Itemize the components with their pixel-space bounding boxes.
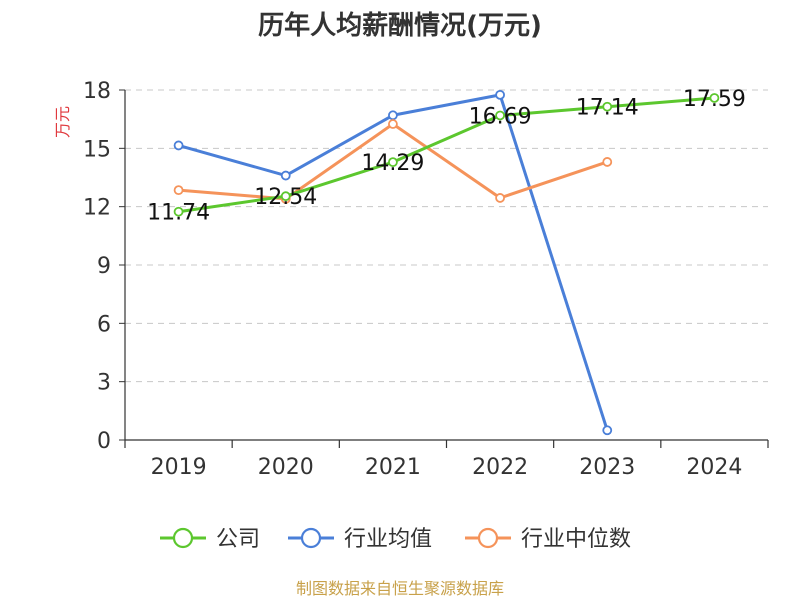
x-tick-label: 2021: [365, 455, 421, 480]
data-labels: 11.74 12.54 14.29 16.69 17.14 17.59: [147, 87, 746, 226]
y-tick-label: 9: [97, 254, 111, 279]
x-tick-label: 2024: [686, 455, 742, 480]
data-point[interactable]: [495, 193, 505, 203]
legend-swatch-marker: [300, 527, 322, 549]
legend-item-2[interactable]: 行业中位数: [465, 527, 631, 552]
data-point[interactable]: [602, 425, 613, 436]
data-point[interactable]: [709, 93, 720, 103]
chart-title: 历年人均薪酬情况(万元): [258, 10, 542, 41]
data-label: 11.74: [147, 201, 210, 226]
data-point[interactable]: [388, 119, 398, 129]
y-tick-label: 3: [97, 371, 111, 396]
legend-label: 行业均值: [344, 527, 432, 552]
series-layer: [173, 89, 720, 436]
data-point[interactable]: [388, 110, 398, 121]
y-tick-label: 18: [83, 79, 111, 104]
data-point[interactable]: [280, 170, 291, 181]
y-tick-label: 15: [83, 137, 111, 162]
data-point[interactable]: [280, 191, 291, 202]
data-point[interactable]: [602, 157, 613, 167]
data-point[interactable]: [602, 101, 613, 112]
data-point[interactable]: [495, 110, 505, 121]
y-tick-label: 0: [97, 429, 111, 454]
legend-swatch-marker: [477, 527, 499, 549]
axes: 0 3 6 9 12 15 18 2019 2020 2021 2022 2023 2024: [83, 79, 769, 480]
data-label: 17.14: [576, 96, 639, 121]
data-label: 16.69: [469, 104, 532, 129]
grid-lines: [125, 89, 768, 383]
legend-item-1[interactable]: 行业均值: [288, 527, 432, 552]
x-tick-label: 2019: [151, 455, 207, 480]
data-point[interactable]: [495, 89, 505, 100]
y-axis-unit: 万元: [53, 106, 72, 138]
series-line-0: [178, 96, 715, 214]
data-point[interactable]: [173, 185, 184, 196]
data-label: 17.59: [683, 87, 746, 112]
legend[interactable]: 公司 行业均值 行业中位数: [160, 527, 631, 552]
y-tick-label: 12: [83, 196, 111, 221]
series-line-1: [178, 93, 609, 431]
legend-label: 公司: [216, 527, 260, 552]
x-tick-label: 2020: [258, 455, 314, 480]
legend-item-0[interactable]: 公司: [160, 527, 260, 552]
data-point[interactable]: [173, 140, 184, 151]
legend-label: 行业中位数: [521, 527, 631, 552]
data-label: 14.29: [361, 151, 424, 176]
x-tick-label: 2023: [579, 455, 635, 480]
y-tick-label: 6: [97, 312, 111, 337]
data-source-note: 制图数据来自恒生聚源数据库: [296, 579, 504, 598]
data-point[interactable]: [173, 206, 184, 217]
data-label: 12.54: [254, 185, 317, 210]
x-tick-label: 2022: [472, 455, 528, 480]
data-point[interactable]: [388, 157, 398, 168]
legend-swatch-marker: [172, 527, 194, 549]
